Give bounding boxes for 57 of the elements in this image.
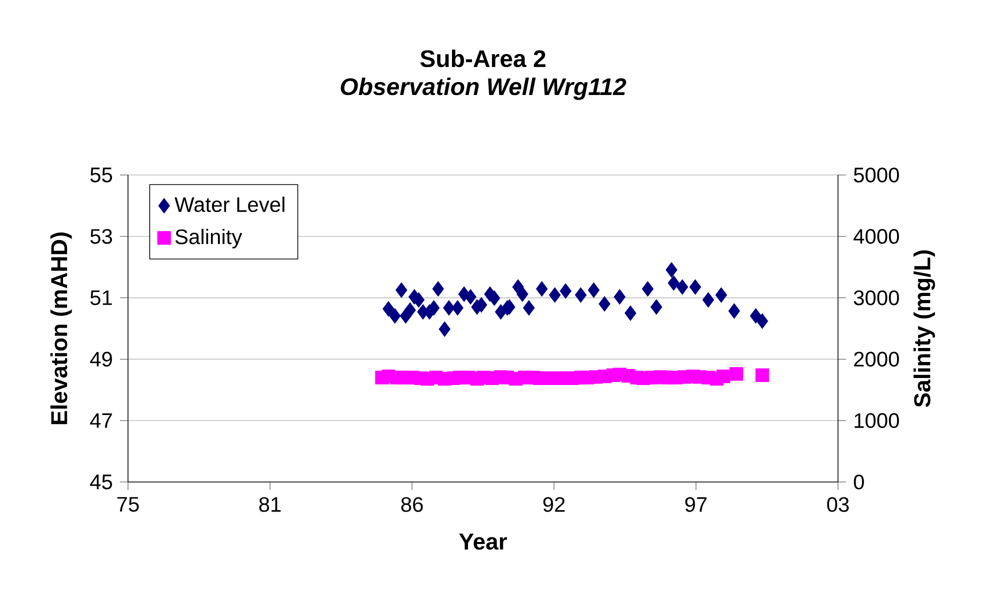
y2-tick-label: 0 (854, 474, 864, 490)
y2-tick-label: 1000 (854, 413, 899, 428)
y2-tick-label: 4000 (854, 228, 899, 244)
x-tick-label: 86 (401, 497, 423, 512)
x-axis-title: Year (459, 534, 507, 550)
point (650, 299, 662, 315)
point (382, 301, 394, 316)
x-tick-label: 03 (827, 497, 849, 512)
x-tick-label: 81 (259, 497, 281, 512)
point (574, 287, 587, 303)
point (560, 283, 572, 299)
point (536, 281, 548, 296)
point (523, 300, 535, 316)
point (428, 300, 440, 316)
point (432, 281, 444, 296)
point (676, 279, 688, 295)
y-tick-label: 55 (90, 168, 112, 182)
point (715, 287, 728, 303)
y-tick-label: 51 (90, 290, 112, 306)
point (549, 287, 561, 303)
y2-axis-title: Salinity (mg/L) (914, 250, 936, 408)
y-axis-title: Elevation (mAHD) (50, 232, 72, 424)
point (668, 275, 680, 291)
point (389, 308, 401, 324)
y-tick-label: 53 (90, 228, 112, 244)
y2-tick-label: 5000 (854, 168, 899, 182)
point (443, 300, 455, 316)
chart-subtitle: Observation Well Wrg112 (340, 78, 626, 100)
point (702, 292, 714, 308)
point (396, 282, 408, 298)
point (756, 314, 768, 329)
y-tick-label: 45 (90, 474, 112, 490)
chart-title: Sub-Area 2 (420, 50, 546, 68)
point (598, 296, 610, 312)
point (666, 262, 678, 278)
point (728, 303, 740, 319)
y-tick-label: 49 (90, 352, 112, 367)
x-tick-label: 97 (685, 497, 707, 512)
point (404, 302, 416, 318)
point (452, 300, 464, 316)
point (614, 289, 626, 304)
point (488, 290, 500, 306)
y2-tick-label: 2000 (854, 352, 899, 367)
x-tick-label: 75 (117, 497, 139, 512)
x-tick-label: 92 (543, 497, 565, 512)
point (464, 289, 476, 304)
y-tick-label: 47 (90, 413, 112, 428)
y2-tick-label: 3000 (854, 290, 899, 306)
legend-label: Salinity (175, 228, 242, 248)
point (588, 282, 600, 298)
point (642, 281, 654, 296)
point (750, 308, 762, 324)
legend-label: Water Level (174, 196, 284, 212)
point (438, 322, 450, 337)
point (689, 279, 702, 295)
point (516, 286, 528, 302)
point (624, 306, 636, 321)
